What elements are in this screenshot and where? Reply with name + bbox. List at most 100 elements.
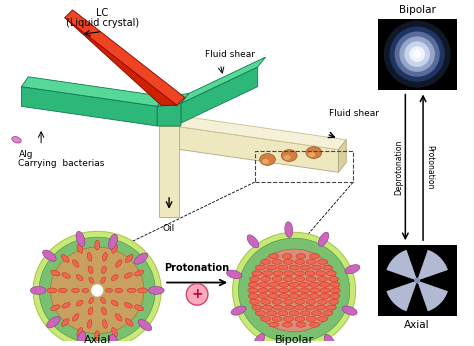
Ellipse shape xyxy=(255,265,265,270)
Polygon shape xyxy=(417,250,448,281)
Circle shape xyxy=(390,27,445,82)
Ellipse shape xyxy=(306,299,316,304)
Polygon shape xyxy=(383,273,417,288)
Ellipse shape xyxy=(95,331,100,340)
Ellipse shape xyxy=(89,277,94,283)
Ellipse shape xyxy=(58,288,67,293)
Ellipse shape xyxy=(76,231,85,246)
Ellipse shape xyxy=(311,311,321,316)
Ellipse shape xyxy=(295,260,305,264)
Ellipse shape xyxy=(284,271,294,276)
Polygon shape xyxy=(181,67,258,123)
Ellipse shape xyxy=(134,253,148,264)
Ellipse shape xyxy=(310,322,319,327)
Ellipse shape xyxy=(73,260,79,267)
Ellipse shape xyxy=(101,307,106,315)
Text: Fluid shear: Fluid shear xyxy=(205,50,255,59)
Text: Alg: Alg xyxy=(18,149,33,158)
Ellipse shape xyxy=(329,299,338,304)
Ellipse shape xyxy=(316,271,326,276)
Ellipse shape xyxy=(76,275,83,281)
Ellipse shape xyxy=(148,286,164,294)
Ellipse shape xyxy=(102,320,107,328)
Ellipse shape xyxy=(109,334,118,346)
Ellipse shape xyxy=(77,331,86,346)
Text: Protonation: Protonation xyxy=(426,145,435,190)
Ellipse shape xyxy=(281,149,297,162)
Ellipse shape xyxy=(33,231,161,346)
Polygon shape xyxy=(417,281,448,311)
Ellipse shape xyxy=(138,319,152,331)
Polygon shape xyxy=(410,281,425,315)
Ellipse shape xyxy=(125,255,133,262)
Polygon shape xyxy=(65,18,177,105)
Text: Bipolar: Bipolar xyxy=(274,335,314,345)
Ellipse shape xyxy=(289,288,299,293)
Ellipse shape xyxy=(320,288,330,293)
Ellipse shape xyxy=(306,276,316,281)
Circle shape xyxy=(404,41,430,67)
Text: +: + xyxy=(191,287,203,301)
Text: Fluid shear: Fluid shear xyxy=(328,109,379,118)
Ellipse shape xyxy=(279,288,289,293)
Ellipse shape xyxy=(295,276,305,281)
Ellipse shape xyxy=(311,265,321,270)
Circle shape xyxy=(186,283,208,305)
Ellipse shape xyxy=(77,244,83,253)
Ellipse shape xyxy=(318,299,327,304)
Ellipse shape xyxy=(262,159,269,164)
Ellipse shape xyxy=(233,232,356,346)
Ellipse shape xyxy=(305,305,315,310)
Ellipse shape xyxy=(231,306,246,315)
Ellipse shape xyxy=(137,288,147,293)
Bar xyxy=(378,19,456,90)
Ellipse shape xyxy=(135,305,144,311)
Ellipse shape xyxy=(310,288,319,293)
Polygon shape xyxy=(157,103,181,126)
Ellipse shape xyxy=(301,265,310,270)
Ellipse shape xyxy=(248,288,258,293)
Ellipse shape xyxy=(109,234,118,249)
Ellipse shape xyxy=(289,294,299,299)
Polygon shape xyxy=(386,281,417,311)
Ellipse shape xyxy=(320,282,330,287)
Ellipse shape xyxy=(39,237,155,344)
Ellipse shape xyxy=(95,240,100,250)
Circle shape xyxy=(383,21,451,88)
Polygon shape xyxy=(410,246,425,281)
Ellipse shape xyxy=(77,328,83,337)
Ellipse shape xyxy=(278,265,288,270)
Ellipse shape xyxy=(300,282,309,287)
Ellipse shape xyxy=(324,334,335,346)
Ellipse shape xyxy=(43,250,56,261)
Ellipse shape xyxy=(269,322,279,327)
Ellipse shape xyxy=(301,311,310,316)
Ellipse shape xyxy=(51,270,60,276)
Text: Carrying  bacterias: Carrying bacterias xyxy=(18,160,105,169)
Ellipse shape xyxy=(250,276,259,281)
Ellipse shape xyxy=(283,322,292,327)
Ellipse shape xyxy=(310,254,319,258)
Ellipse shape xyxy=(258,294,268,299)
Ellipse shape xyxy=(248,294,258,299)
Ellipse shape xyxy=(318,317,328,321)
Ellipse shape xyxy=(255,311,265,316)
Ellipse shape xyxy=(272,317,282,321)
Ellipse shape xyxy=(88,266,93,274)
Ellipse shape xyxy=(252,305,262,310)
Ellipse shape xyxy=(269,282,279,287)
Ellipse shape xyxy=(300,294,309,299)
Ellipse shape xyxy=(300,288,310,293)
Ellipse shape xyxy=(87,320,92,328)
Ellipse shape xyxy=(316,305,326,310)
Ellipse shape xyxy=(323,311,333,316)
Ellipse shape xyxy=(250,249,338,332)
Circle shape xyxy=(400,36,435,72)
Ellipse shape xyxy=(261,276,271,281)
Polygon shape xyxy=(417,273,452,288)
Ellipse shape xyxy=(250,299,259,304)
Polygon shape xyxy=(157,93,189,106)
Ellipse shape xyxy=(306,317,316,321)
Ellipse shape xyxy=(289,265,299,270)
Ellipse shape xyxy=(269,254,279,258)
